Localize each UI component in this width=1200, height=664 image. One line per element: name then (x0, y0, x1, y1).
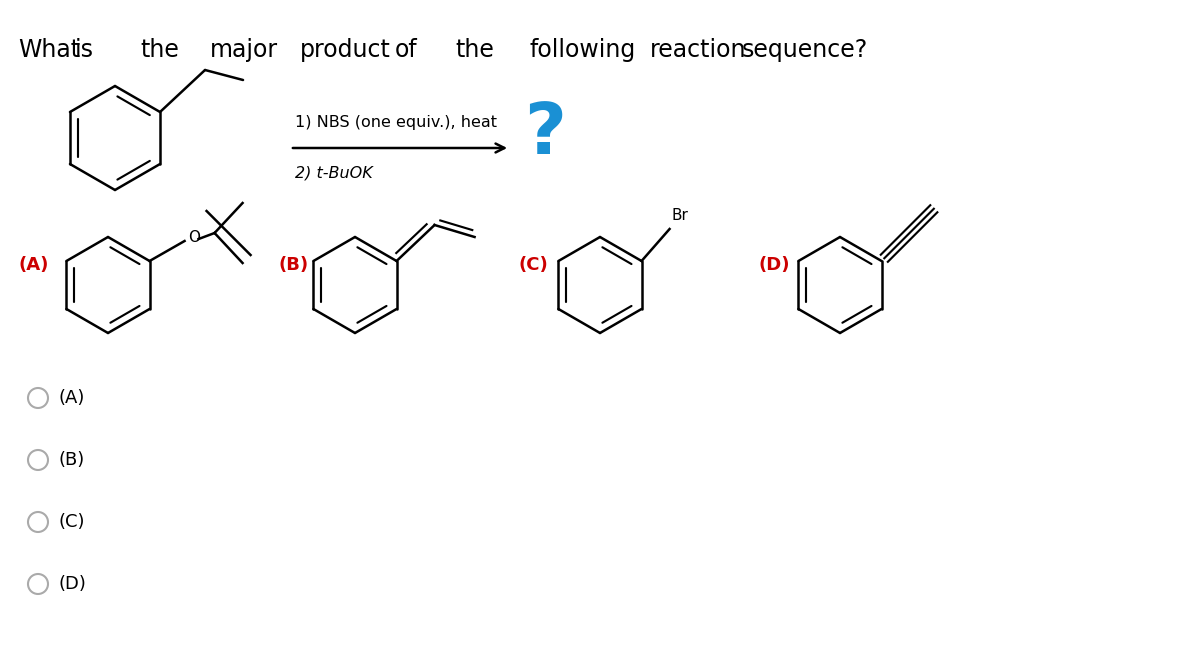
Text: 2) t-BuOK: 2) t-BuOK (295, 165, 373, 180)
Text: O: O (188, 230, 200, 244)
Text: major: major (210, 38, 278, 62)
Text: (A): (A) (18, 256, 48, 274)
Text: 1) NBS (one equiv.), heat: 1) NBS (one equiv.), heat (295, 115, 497, 130)
Text: the: the (455, 38, 494, 62)
Text: (C): (C) (58, 513, 84, 531)
Text: What: What (18, 38, 80, 62)
Text: of: of (395, 38, 418, 62)
Text: product: product (300, 38, 391, 62)
Text: the: the (140, 38, 179, 62)
Text: (B): (B) (278, 256, 308, 274)
Text: ?: ? (524, 100, 566, 169)
Text: is: is (74, 38, 94, 62)
Text: (B): (B) (58, 451, 84, 469)
Text: following: following (530, 38, 636, 62)
Text: (D): (D) (758, 256, 790, 274)
Text: (A): (A) (58, 389, 84, 407)
Text: reaction: reaction (650, 38, 746, 62)
Text: Br: Br (672, 208, 689, 223)
Text: sequence?: sequence? (742, 38, 869, 62)
Text: (D): (D) (58, 575, 86, 593)
Text: (C): (C) (518, 256, 547, 274)
